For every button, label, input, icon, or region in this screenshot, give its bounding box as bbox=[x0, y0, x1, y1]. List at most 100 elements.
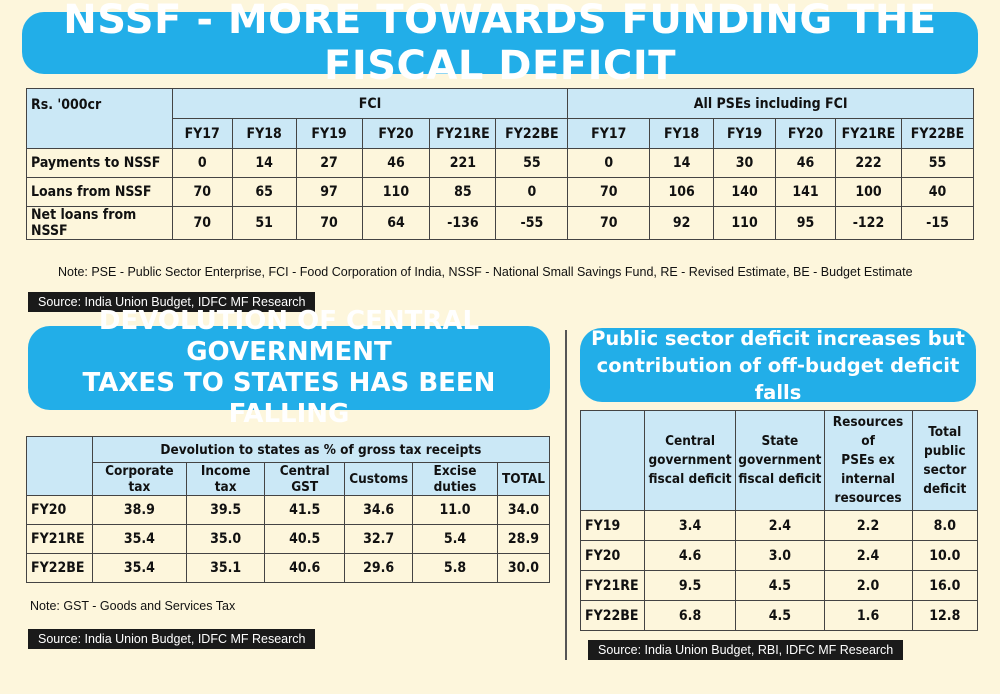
table-cell: 29.6 bbox=[344, 553, 414, 583]
table-cell: -136 bbox=[429, 206, 497, 240]
header-line: sector bbox=[923, 461, 967, 478]
row-label: FY19 bbox=[580, 510, 645, 541]
table3-corner bbox=[580, 410, 645, 511]
table1-year-header: FY22BE bbox=[900, 118, 975, 149]
devolution-table: Devolution to states as % of gross tax r… bbox=[26, 436, 551, 583]
table-cell: 70 bbox=[295, 206, 363, 240]
table2-group-header: Devolution to states as % of gross tax r… bbox=[91, 436, 551, 463]
table1-corner: Rs. '000cr bbox=[26, 88, 173, 149]
table2-col-header: Customs bbox=[344, 462, 414, 496]
table-cell: 30 bbox=[713, 148, 777, 178]
table-cell: 35.4 bbox=[91, 524, 188, 554]
devolution-title-banner: DEVOLUTION OF CENTRAL GOVERNMENT TAXES T… bbox=[28, 306, 550, 429]
table-cell: 55 bbox=[495, 148, 569, 178]
table-cell: 35.4 bbox=[91, 553, 188, 583]
table-cell: 3.4 bbox=[643, 510, 737, 541]
table-cell: 85 bbox=[429, 177, 497, 207]
header-line: government bbox=[648, 452, 732, 468]
table-row: FY20 38.9 39.5 41.5 34.6 11.0 34.0 bbox=[26, 495, 551, 525]
row-label: Loans from NSSF bbox=[26, 177, 173, 207]
table-cell: 141 bbox=[775, 177, 836, 207]
table-cell: 95 bbox=[775, 206, 836, 240]
row-label: Net loans from NSSF bbox=[26, 206, 173, 240]
table1-year-header: FY21RE bbox=[429, 118, 497, 149]
row-label: FY20 bbox=[580, 540, 645, 571]
table-cell: 11.0 bbox=[412, 495, 498, 525]
table-cell: 8.0 bbox=[911, 510, 979, 541]
table-cell: 27 bbox=[295, 148, 363, 178]
table-cell: 70 bbox=[171, 177, 233, 207]
table-cell: 30.0 bbox=[496, 553, 551, 583]
table-cell: 40.5 bbox=[264, 524, 346, 554]
table-cell: 9.5 bbox=[643, 570, 737, 601]
table1-group-fci: FCI bbox=[171, 88, 569, 119]
header-line: fiscal deficit bbox=[648, 471, 732, 487]
header-line: government bbox=[738, 452, 822, 468]
section-divider bbox=[565, 330, 567, 660]
table-cell: 4.5 bbox=[735, 570, 825, 601]
row-label: FY21RE bbox=[580, 570, 645, 601]
header-line: resources bbox=[834, 490, 902, 506]
table3-source: Source: India Union Budget, RBI, IDFC MF… bbox=[588, 640, 904, 660]
table-row: Payments to NSSF 0 14 27 46 221 55 0 14 … bbox=[26, 148, 975, 178]
table-row: FY21RE 35.4 35.0 40.5 32.7 5.4 28.9 bbox=[26, 524, 551, 554]
table-cell: 3.0 bbox=[735, 540, 825, 571]
table-cell: 100 bbox=[834, 177, 902, 207]
header-line: internal bbox=[841, 471, 895, 487]
table-row: FY22BE 6.8 4.5 1.6 12.8 bbox=[580, 600, 979, 631]
table-cell: 0 bbox=[567, 148, 651, 178]
table-cell: 4.5 bbox=[735, 600, 825, 631]
table-cell: 222 bbox=[834, 148, 902, 178]
table1-year-header: FY20 bbox=[775, 118, 836, 149]
public-sector-title-line1: Public sector deficit increases but bbox=[591, 326, 965, 350]
table-cell: 34.0 bbox=[496, 495, 551, 525]
table-cell: 6.8 bbox=[643, 600, 737, 631]
table-row: FY19 3.4 2.4 2.2 8.0 bbox=[580, 510, 979, 541]
devolution-title-line2: TAXES TO STATES HAS BEEN FALLING bbox=[82, 368, 496, 429]
table2-col-header: Central GST bbox=[264, 462, 346, 496]
table-cell: 65 bbox=[231, 177, 297, 207]
table-cell: 12.8 bbox=[911, 600, 979, 631]
table1-year-header: FY18 bbox=[649, 118, 715, 149]
table3-col-header: Total public sector deficit bbox=[911, 410, 979, 511]
table-cell: 140 bbox=[713, 177, 777, 207]
table-cell: 70 bbox=[567, 177, 651, 207]
table-cell: 35.1 bbox=[186, 553, 266, 583]
table-cell: 2.4 bbox=[735, 510, 825, 541]
table2-corner bbox=[26, 436, 93, 496]
table-cell: 55 bbox=[900, 148, 975, 178]
table-cell: -55 bbox=[495, 206, 569, 240]
table-cell: 51 bbox=[231, 206, 297, 240]
table-cell: 0 bbox=[171, 148, 233, 178]
header-line: fiscal deficit bbox=[738, 471, 822, 487]
table-row: Loans from NSSF 70 65 97 110 85 0 70 106… bbox=[26, 177, 975, 207]
table2-col-header: Excise duties bbox=[412, 462, 498, 496]
row-label: FY22BE bbox=[580, 600, 645, 631]
table-cell: 14 bbox=[649, 148, 715, 178]
table-cell: 110 bbox=[713, 206, 777, 240]
table2-source: Source: India Union Budget, IDFC MF Rese… bbox=[28, 629, 316, 649]
table-cell: 106 bbox=[649, 177, 715, 207]
table2-col-header: TOTAL bbox=[496, 462, 551, 496]
table-cell: 64 bbox=[361, 206, 431, 240]
table-cell: 5.4 bbox=[412, 524, 498, 554]
row-label: FY22BE bbox=[26, 553, 93, 583]
public-sector-title-line2: contribution of off-budget deficit falls bbox=[596, 353, 960, 404]
table-cell: 1.6 bbox=[823, 600, 913, 631]
nssf-table: Rs. '000cr FCI All PSEs including FCI FY… bbox=[26, 88, 975, 240]
table-cell: 46 bbox=[361, 148, 431, 178]
table-cell: 14 bbox=[231, 148, 297, 178]
main-title-banner: NSSF - MORE TOWARDS FUNDING THE FISCAL D… bbox=[22, 0, 978, 89]
table1-note: Note: PSE - Public Sector Enterprise, FC… bbox=[58, 265, 913, 279]
table-cell: -122 bbox=[834, 206, 902, 240]
header-line: public bbox=[924, 442, 966, 459]
table-cell: 70 bbox=[171, 206, 233, 240]
table-cell: 110 bbox=[361, 177, 431, 207]
table-cell: -15 bbox=[900, 206, 975, 240]
table-cell: 0 bbox=[495, 177, 569, 207]
devolution-title-line1: DEVOLUTION OF CENTRAL GOVERNMENT bbox=[98, 306, 480, 367]
row-label: FY21RE bbox=[26, 524, 93, 554]
table1-year-header: FY18 bbox=[231, 118, 297, 149]
main-title: NSSF - MORE TOWARDS FUNDING THE FISCAL D… bbox=[63, 0, 937, 89]
table-cell: 40.6 bbox=[264, 553, 346, 583]
